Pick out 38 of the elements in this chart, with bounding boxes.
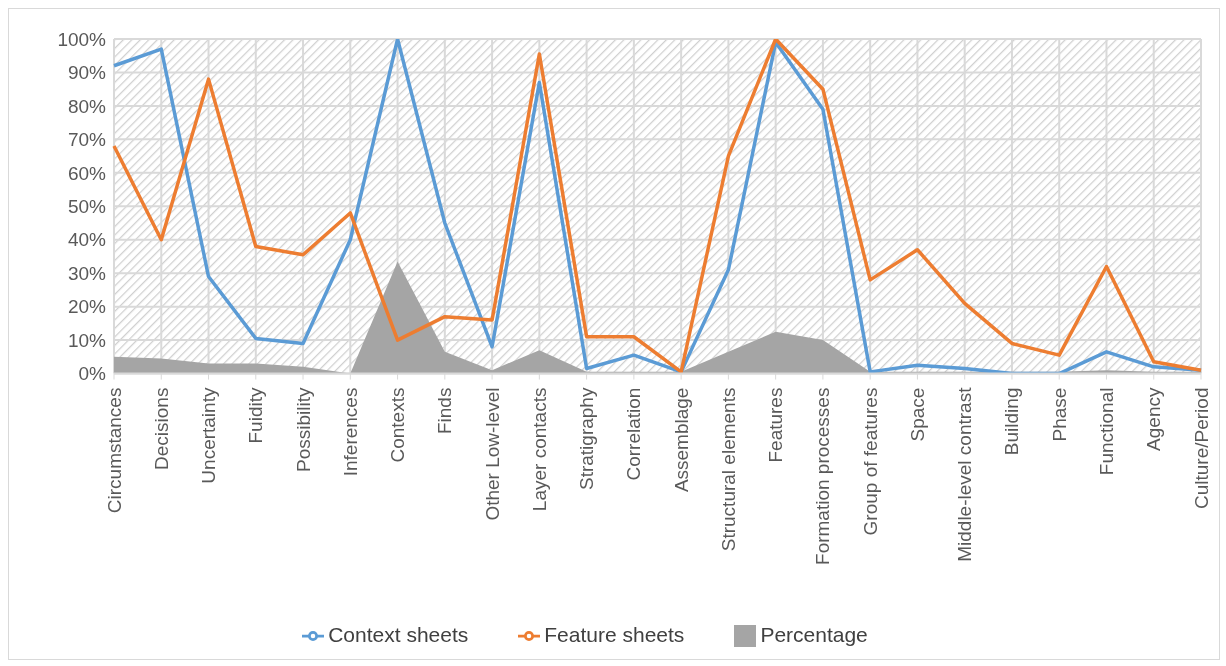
- x-tick-label: Formation processes: [812, 387, 834, 565]
- y-tick-label: 30%: [67, 262, 107, 284]
- y-tick-label: 80%: [67, 95, 107, 117]
- y-tick-label: 0%: [78, 363, 107, 385]
- x-tick-label: Circumstances: [103, 387, 125, 514]
- x-tick-label: Phase: [1048, 387, 1070, 442]
- legend-label: Context sheets: [328, 622, 469, 646]
- x-tick-label: Features: [765, 387, 787, 463]
- y-tick-label: 40%: [67, 229, 107, 251]
- y-tick-label: 10%: [67, 329, 107, 351]
- x-tick-label: Layer contacts: [528, 387, 550, 512]
- x-tick-label: Group of features: [859, 387, 881, 536]
- x-tick-label: Culture/Period: [1190, 387, 1212, 509]
- x-tick-label: Space: [906, 387, 928, 442]
- x-tick-label: Assemblage: [670, 387, 692, 493]
- legend-label: Feature sheets: [544, 622, 685, 646]
- y-tick-label: 70%: [67, 129, 107, 151]
- x-tick-label: Fuidity: [245, 387, 267, 444]
- y-tick-label: 20%: [67, 296, 107, 318]
- x-tick-label: Agency: [1143, 387, 1165, 451]
- x-tick-label: Building: [1001, 387, 1023, 456]
- x-tick-label: Stratigraphy: [576, 387, 598, 490]
- x-tick-label: Functional: [1095, 387, 1117, 476]
- x-tick-label: Middle-level contrast: [954, 386, 976, 562]
- y-tick-label: 100%: [57, 28, 107, 50]
- x-tick-label: Uncertainty: [198, 387, 220, 484]
- x-tick-label: Decisions: [150, 387, 172, 470]
- y-tick-label: 90%: [67, 62, 107, 84]
- x-tick-label: Correlation: [623, 387, 645, 481]
- x-tick-label: Other Low-level: [481, 387, 503, 521]
- legend-label: Percentage: [760, 622, 868, 646]
- x-tick-label: Contexts: [387, 387, 409, 463]
- x-tick-label: Structural elements: [717, 387, 739, 552]
- x-tick-label: Possibility: [292, 387, 314, 473]
- x-tick-label: Inferences: [339, 387, 361, 477]
- x-tick-label: Finds: [434, 387, 456, 435]
- y-tick-label: 60%: [67, 162, 107, 184]
- y-tick-label: 50%: [67, 196, 107, 218]
